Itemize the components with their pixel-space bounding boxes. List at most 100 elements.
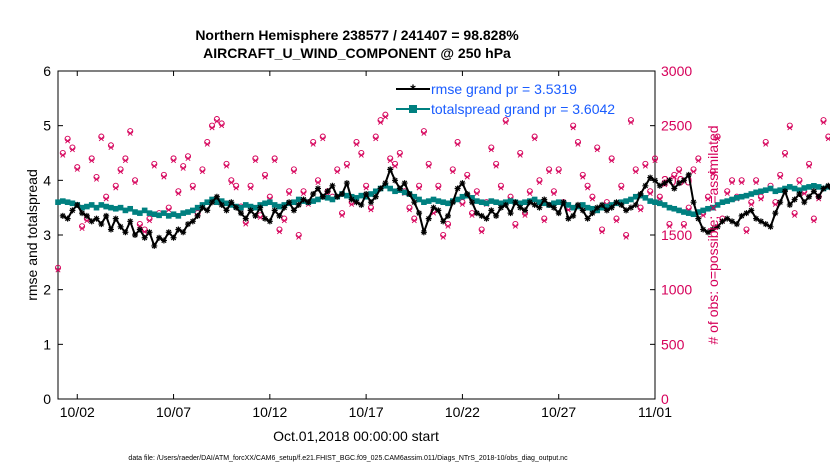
obs-assimilated-marker (286, 190, 292, 196)
obs-assimilated-marker (65, 138, 71, 144)
totalspread-point (271, 202, 278, 208)
rmse-point (88, 218, 95, 225)
rmse-point (469, 199, 476, 206)
rmse-point (777, 199, 784, 206)
y-axis-left: 0 1 2 3 4 5 6 (43, 63, 63, 407)
rmse-point (329, 182, 336, 189)
y-left-tick-label: 0 (43, 391, 51, 407)
totalspread-point (194, 204, 201, 211)
obs-assimilated-marker (522, 212, 528, 218)
rmse-point (141, 234, 148, 241)
obs-assimilated-marker (710, 171, 716, 177)
obs-assimilated-marker (363, 185, 369, 191)
totalspread-point (738, 193, 745, 200)
obs-assimilated-marker (151, 163, 157, 169)
rmse-point (546, 201, 553, 208)
rmse-point (781, 188, 788, 195)
rmse-point (820, 185, 827, 192)
rmse-point (435, 207, 442, 214)
obs-assimilated-marker (652, 158, 658, 164)
totalspread-point (122, 207, 129, 214)
obs-assimilated-marker (228, 180, 234, 186)
totalspread-point (368, 191, 374, 197)
rmse-point (425, 215, 432, 222)
totalspread-point (262, 200, 268, 207)
obs-assimilated-marker (753, 180, 759, 186)
rmse-point (358, 201, 365, 208)
rmse-point (685, 171, 692, 178)
totalspread-point (185, 209, 191, 215)
obs-assimilated-marker (353, 141, 360, 147)
obs-assimilated-marker (613, 218, 620, 224)
rmse-point (160, 237, 167, 244)
totalspread-point (55, 199, 61, 205)
rmse-point (478, 212, 485, 219)
rmse-point (526, 199, 533, 206)
x-tick-label: 10/17 (349, 404, 384, 420)
totalspread-point (806, 184, 812, 190)
obs-assimilated-marker (671, 174, 677, 180)
rmse-point (719, 218, 726, 225)
rmse-point (618, 201, 625, 208)
totalspread-point (811, 183, 817, 189)
x-tick-label: 10/12 (252, 404, 287, 420)
rmse-point (103, 212, 110, 219)
rmse-point (801, 199, 808, 206)
obs-assimilated-marker (296, 234, 302, 240)
obs-assimilated-marker (623, 234, 629, 240)
rmse-point (772, 210, 779, 217)
obs-assimilated-marker (589, 196, 595, 202)
totalspread-point (743, 192, 750, 199)
totalspread-point (60, 198, 66, 204)
totalspread-point (64, 199, 71, 205)
rmse-point (83, 212, 90, 219)
obs-assimilated-marker (416, 185, 422, 191)
rmse-point (464, 191, 471, 197)
obs-assimilated-marker (690, 169, 697, 175)
rmse-point (132, 232, 139, 238)
obs-assimilated-marker (445, 223, 451, 229)
rmse-point (363, 191, 370, 197)
rmse-point (642, 182, 649, 189)
totalspread-point (146, 210, 153, 216)
obs-assimilated-marker (69, 147, 75, 153)
totalspread-point (353, 195, 360, 201)
totalspread-point (112, 205, 119, 212)
rmse-point (247, 207, 254, 214)
rmse-point (531, 201, 538, 208)
obs-assimilated-marker (84, 218, 90, 224)
rmse-point (454, 185, 461, 192)
totalspread-point (310, 198, 316, 204)
totalspread-point (753, 189, 759, 196)
obs-assimilated-marker (219, 123, 225, 129)
totalspread-point (705, 205, 711, 212)
totalspread-point (657, 200, 663, 207)
totalspread-point (170, 211, 177, 218)
rmse-point (295, 201, 302, 208)
rmse-point (541, 196, 548, 203)
totalspread-point (758, 188, 764, 195)
obs-assimilated-marker (132, 180, 138, 186)
y-right-tick-label: 1000 (661, 282, 692, 298)
rmse-point (117, 223, 124, 230)
obs-assimilated-marker (657, 196, 663, 202)
rmse-point (367, 199, 374, 206)
obs-assimilated-marker (459, 201, 465, 207)
obs-assimilated-marker (127, 130, 133, 136)
rmse-point (170, 234, 177, 241)
rmse-point (136, 226, 143, 233)
x-tick-label: 10/07 (156, 404, 191, 420)
rmse-point (714, 223, 721, 230)
obs-assimilated-marker (758, 196, 764, 202)
obs-assimilated-marker (575, 141, 581, 147)
rmse-point (430, 204, 437, 211)
obs-assimilated-marker (315, 180, 321, 186)
obs-assimilated-marker (320, 136, 326, 142)
totalspread-point (165, 213, 172, 219)
x-tick-label: 10/22 (445, 404, 480, 420)
obs-assimilated-marker (792, 212, 798, 218)
totalspread-point (392, 188, 398, 195)
rmse-point (522, 207, 529, 214)
y-right-tick-label: 3000 (661, 63, 692, 79)
rmse-point (420, 229, 427, 236)
